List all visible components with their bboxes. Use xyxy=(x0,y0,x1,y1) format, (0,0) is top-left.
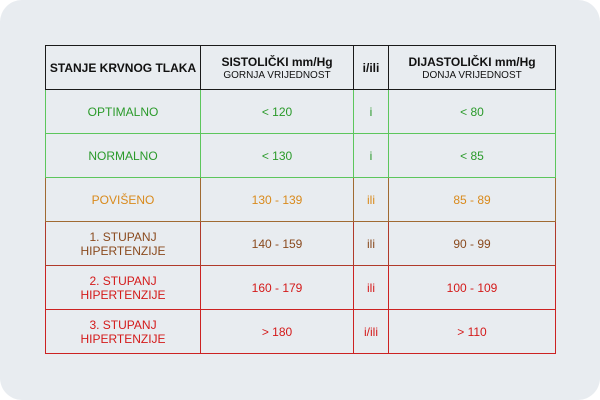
cell-dijastolicki: < 80 xyxy=(388,89,556,134)
header-veznik: i/ili xyxy=(353,45,389,90)
cell-stanje: NORMALNO xyxy=(45,133,201,178)
table-row: 3. STUPANJ HIPERTENZIJE > 180 i/ili > 11… xyxy=(45,309,556,354)
cell-dijastolicki: > 110 xyxy=(388,309,556,354)
cell-dijastolicki: < 85 xyxy=(388,133,556,178)
cell-sistolicki: < 120 xyxy=(200,89,354,134)
cell-sistolicki: 130 - 139 xyxy=(200,177,354,222)
header-dijastolicki: DIJASTOLIČKI mm/Hg DONJA VRIJEDNOST xyxy=(388,45,556,90)
cell-sistolicki: 140 - 159 xyxy=(200,221,354,266)
header-sistolicki-title: SISTOLIČKI mm/Hg xyxy=(221,54,333,69)
table-row: POVIŠENO 130 - 139 ili 85 - 89 xyxy=(45,177,556,222)
header-sistolicki: SISTOLIČKI mm/Hg GORNJA VRIJEDNOST xyxy=(200,45,354,90)
table-header-row: STANJE KRVNOG TLAKA SISTOLIČKI mm/Hg GOR… xyxy=(45,45,556,90)
cell-veznik: ili xyxy=(353,265,389,310)
cell-stanje: OPTIMALNO xyxy=(45,89,201,134)
cell-stanje: 1. STUPANJ HIPERTENZIJE xyxy=(45,221,201,266)
cell-stanje: POVIŠENO xyxy=(45,177,201,222)
cell-stanje: 3. STUPANJ HIPERTENZIJE xyxy=(45,309,201,354)
cell-dijastolicki: 85 - 89 xyxy=(388,177,556,222)
table-row: 2. STUPANJ HIPERTENZIJE 160 - 179 ili 10… xyxy=(45,265,556,310)
cell-sistolicki: < 130 xyxy=(200,133,354,178)
header-sistolicki-subtitle: GORNJA VRIJEDNOST xyxy=(223,69,331,81)
cell-sistolicki: > 180 xyxy=(200,309,354,354)
table-row: NORMALNO < 130 i < 85 xyxy=(45,133,556,178)
cell-veznik: i xyxy=(353,89,389,134)
cell-veznik: ili xyxy=(353,177,389,222)
header-dijastolicki-subtitle: DONJA VRIJEDNOST xyxy=(422,69,522,81)
header-stanje: STANJE KRVNOG TLAKA xyxy=(45,45,201,90)
cell-dijastolicki: 100 - 109 xyxy=(388,265,556,310)
cell-dijastolicki: 90 - 99 xyxy=(388,221,556,266)
cell-veznik: i xyxy=(353,133,389,178)
cell-veznik: i/ili xyxy=(353,309,389,354)
table-row: OPTIMALNO < 120 i < 80 xyxy=(45,89,556,134)
cell-sistolicki: 160 - 179 xyxy=(200,265,354,310)
cell-veznik: ili xyxy=(353,221,389,266)
cell-stanje: 2. STUPANJ HIPERTENZIJE xyxy=(45,265,201,310)
table-row: 1. STUPANJ HIPERTENZIJE 140 - 159 ili 90… xyxy=(45,221,556,266)
blood-pressure-table: STANJE KRVNOG TLAKA SISTOLIČKI mm/Hg GOR… xyxy=(45,45,556,354)
header-dijastolicki-title: DIJASTOLIČKI mm/Hg xyxy=(408,54,536,69)
